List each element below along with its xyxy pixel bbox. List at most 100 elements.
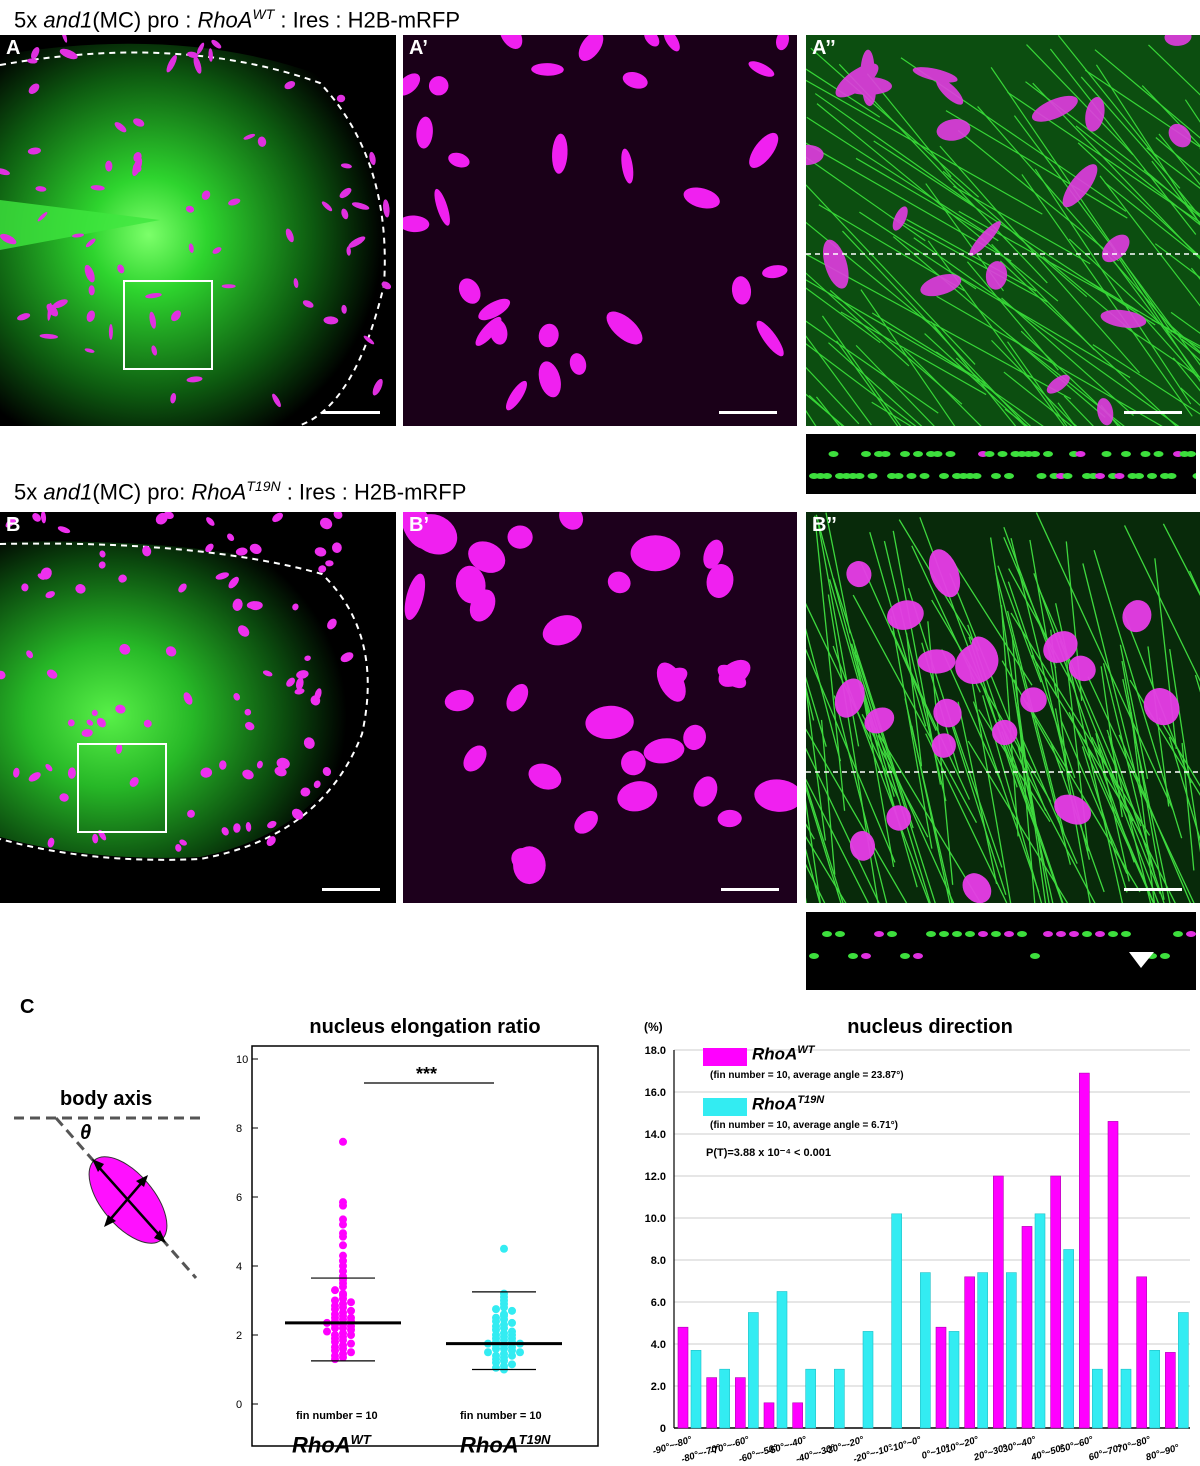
fiber <box>1034 168 1192 405</box>
nucleus <box>703 539 724 569</box>
scale-bar-a1 <box>719 411 777 414</box>
ortho-spot <box>861 953 871 959</box>
fiber <box>949 573 1047 811</box>
nucleus <box>806 144 824 166</box>
nucleus <box>985 261 1008 290</box>
fiber <box>1094 49 1200 139</box>
fiber <box>836 340 899 426</box>
nucleus <box>864 707 895 734</box>
fiber <box>806 778 869 903</box>
nucleus <box>505 380 528 411</box>
nucleus <box>52 299 68 309</box>
fiber <box>806 786 842 903</box>
bar <box>862 1331 874 1429</box>
micrograph-panel-b2: B’’ <box>806 512 1200 903</box>
fiber <box>1130 712 1156 903</box>
fiber <box>1169 649 1200 853</box>
ortho-spot <box>1004 473 1014 479</box>
bar <box>805 1368 816 1429</box>
data-point <box>347 1298 355 1307</box>
nucleus <box>0 670 6 680</box>
fibers-t19n-image <box>806 512 1200 903</box>
ortho-spot <box>1147 473 1157 479</box>
fiber <box>1104 182 1200 259</box>
header-rhoa-wt: 5x and1(MC) pro : RhoAWT : Ires : H2B-mR… <box>14 6 461 33</box>
nucleus <box>323 316 339 325</box>
nucleus <box>200 767 213 778</box>
nucleus <box>114 122 127 133</box>
nucleus <box>72 233 84 238</box>
nuclei-wt-image <box>403 35 789 411</box>
data-point <box>331 1355 339 1364</box>
ortho-spot <box>939 931 949 937</box>
fiber <box>883 540 947 802</box>
y-tick-label: 4 <box>236 1261 242 1273</box>
ortho-spot <box>893 473 904 479</box>
fiber <box>997 565 1042 683</box>
fiber <box>1011 635 1036 903</box>
ortho-spot <box>913 451 923 457</box>
zoom-box-b <box>77 743 167 833</box>
elongation-chart-title: nucleus elongation ratio <box>309 1016 541 1038</box>
fiber <box>806 676 827 747</box>
nucleus <box>336 94 346 103</box>
fiber <box>990 67 1173 333</box>
fiber <box>1081 746 1128 893</box>
fiber <box>806 272 910 367</box>
nucleus <box>683 187 720 209</box>
data-point <box>492 1305 500 1314</box>
fiber <box>925 733 1008 903</box>
nucleus <box>149 311 157 329</box>
ortho-spot <box>809 953 819 959</box>
nucleus <box>163 512 174 520</box>
fiber <box>1158 717 1200 787</box>
fiber <box>852 594 978 824</box>
fiber <box>1151 160 1200 225</box>
micrograph-panel-a2: A’’ <box>806 35 1200 426</box>
ortho-spot <box>932 451 943 457</box>
nucleus <box>846 561 872 588</box>
nucleus <box>85 238 96 248</box>
direction-chart-title: nucleus direction <box>847 1016 1013 1038</box>
ortho-spot <box>874 931 884 937</box>
nucleus <box>1054 794 1092 825</box>
fiber <box>806 683 827 841</box>
nucleus <box>272 393 281 408</box>
fiber <box>806 799 821 903</box>
fiber <box>1148 44 1200 96</box>
nucleus <box>119 643 131 655</box>
fiber <box>953 185 1091 265</box>
fiber <box>806 79 1043 215</box>
ortho-spot <box>822 473 832 479</box>
nucleus <box>245 822 252 832</box>
nucleus <box>506 683 529 712</box>
ortho-spot <box>1101 451 1112 457</box>
nucleus <box>92 833 99 844</box>
nucleus <box>933 698 962 728</box>
panel-label-a1: A’ <box>409 37 428 59</box>
nucleus <box>348 236 366 248</box>
y-tick-label: 8 <box>236 1123 242 1135</box>
fiber <box>1168 736 1200 842</box>
nucleus <box>17 313 31 321</box>
ortho-spot <box>984 451 995 457</box>
fiber <box>871 312 987 385</box>
nucleus <box>1046 374 1070 394</box>
nucleus <box>542 615 582 646</box>
nucleus <box>151 345 158 356</box>
data-point <box>331 1286 339 1295</box>
fiber <box>1112 259 1200 379</box>
x-tick-label: 80°~90° <box>1145 1442 1181 1463</box>
nucleus <box>318 565 327 573</box>
orthogonal-view-b2 <box>806 912 1196 990</box>
bar <box>1034 1213 1046 1429</box>
nucleus <box>143 719 152 728</box>
nucleus <box>849 831 876 861</box>
nucleus <box>5 517 17 528</box>
bar <box>690 1350 702 1429</box>
ortho-spot <box>1056 931 1066 937</box>
ortho-spot <box>1121 451 1131 457</box>
micrograph-panel-b1: B’ <box>403 512 797 903</box>
fiber <box>806 335 872 426</box>
nucleus <box>45 591 55 599</box>
